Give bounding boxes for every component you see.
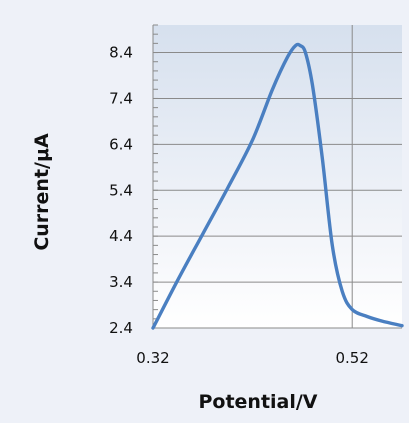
- grid: [152, 25, 402, 329]
- y-tick-label: 3.4: [109, 273, 133, 291]
- y-tick-label: 6.4: [109, 135, 133, 153]
- tick-labels: 2.4 3.4 4.4 5.4 6.4 7.4 8.4 0.32 0.52: [109, 44, 369, 367]
- y-tick-label: 4.4: [109, 227, 133, 245]
- y-tick-label: 5.4: [109, 181, 133, 199]
- x-tick-label: 0.52: [335, 349, 368, 367]
- y-axis-title: Current/μA: [31, 133, 53, 251]
- data-line: [151, 42, 404, 330]
- y-tick-label: 2.4: [109, 319, 133, 337]
- y-tick-label: 7.4: [109, 89, 133, 107]
- x-axis-title: Potential/V: [198, 391, 317, 413]
- y-tick-label: 8.4: [109, 44, 133, 62]
- x-tick-label: 0.32: [136, 349, 169, 367]
